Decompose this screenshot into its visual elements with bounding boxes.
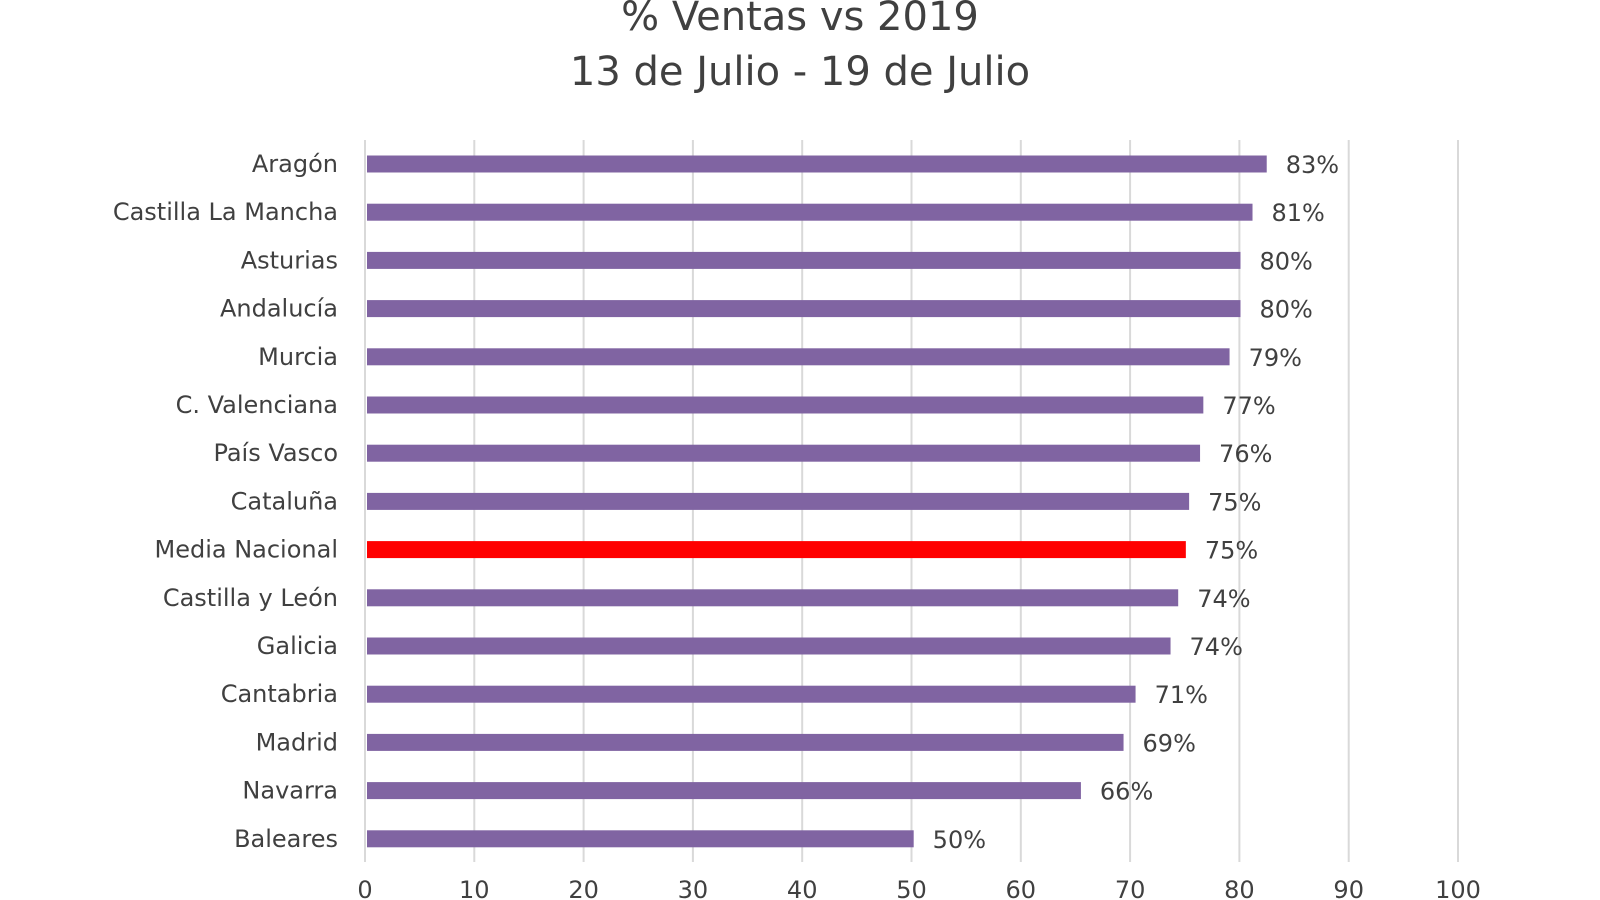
data-label: 80% bbox=[1259, 296, 1312, 324]
bar bbox=[367, 396, 1204, 414]
bar bbox=[367, 733, 1124, 751]
bar bbox=[367, 155, 1267, 173]
category-label: Andalucía bbox=[220, 295, 338, 323]
bar bbox=[367, 300, 1241, 318]
data-label: 69% bbox=[1143, 729, 1196, 757]
bars bbox=[367, 155, 1267, 848]
data-label: 83% bbox=[1286, 151, 1339, 179]
chart-subtitle: 13 de Julio - 19 de Julio bbox=[570, 49, 1030, 95]
data-label: 80% bbox=[1259, 247, 1312, 275]
category-label: Madrid bbox=[256, 728, 338, 756]
data-label: 75% bbox=[1208, 488, 1261, 516]
category-label: Navarra bbox=[242, 777, 338, 805]
data-label: 81% bbox=[1272, 199, 1325, 227]
category-label: Asturias bbox=[241, 246, 338, 274]
category-label: C. Valenciana bbox=[176, 391, 338, 419]
category-label: Cantabria bbox=[221, 680, 338, 708]
category-label: Aragón bbox=[252, 150, 338, 178]
data-label: 77% bbox=[1222, 392, 1275, 420]
bar bbox=[367, 348, 1230, 366]
category-label: País Vasco bbox=[213, 439, 338, 467]
labels: 0 10 20 30 40 50 60 70 80 90 100 Aragón 83% Castilla … bbox=[113, 150, 1481, 900]
bar bbox=[367, 203, 1253, 221]
x-tick-label: 30 bbox=[678, 876, 709, 900]
data-label: 71% bbox=[1155, 681, 1208, 709]
bar bbox=[367, 492, 1190, 510]
bar bbox=[367, 589, 1179, 607]
bar bbox=[367, 444, 1201, 462]
x-tick-label: 20 bbox=[568, 876, 599, 900]
data-label: 74% bbox=[1190, 633, 1243, 661]
x-tick-label: 50 bbox=[896, 876, 927, 900]
x-tick-label: 80 bbox=[1224, 876, 1255, 900]
bar bbox=[367, 685, 1136, 703]
data-label: 50% bbox=[933, 826, 986, 854]
data-label: 74% bbox=[1197, 585, 1250, 613]
category-label: Castilla La Mancha bbox=[113, 198, 338, 226]
data-label: 79% bbox=[1249, 344, 1302, 372]
bar bbox=[367, 251, 1241, 269]
data-label: 76% bbox=[1219, 440, 1272, 468]
category-label: Galicia bbox=[257, 632, 338, 660]
x-tick-label: 0 bbox=[357, 876, 372, 900]
category-label: Baleares bbox=[234, 825, 338, 853]
category-label: Media Nacional bbox=[154, 536, 338, 564]
x-tick-label: 90 bbox=[1333, 876, 1364, 900]
category-label: Castilla y León bbox=[163, 584, 338, 612]
category-label: Murcia bbox=[258, 343, 338, 371]
x-tick-label: 60 bbox=[1006, 876, 1037, 900]
x-tick-label: 10 bbox=[459, 876, 490, 900]
bar bbox=[367, 782, 1081, 800]
data-label: 75% bbox=[1205, 537, 1258, 565]
chart-title: % Ventas vs 2019 bbox=[621, 0, 979, 40]
x-tick-label: 70 bbox=[1115, 876, 1146, 900]
bar bbox=[367, 830, 914, 848]
x-tick-label: 100 bbox=[1435, 876, 1481, 900]
bar bbox=[367, 637, 1171, 655]
data-label: 66% bbox=[1100, 778, 1153, 806]
bar-highlight bbox=[367, 541, 1186, 559]
x-tick-label: 40 bbox=[787, 876, 818, 900]
category-label: Cataluña bbox=[231, 487, 338, 515]
